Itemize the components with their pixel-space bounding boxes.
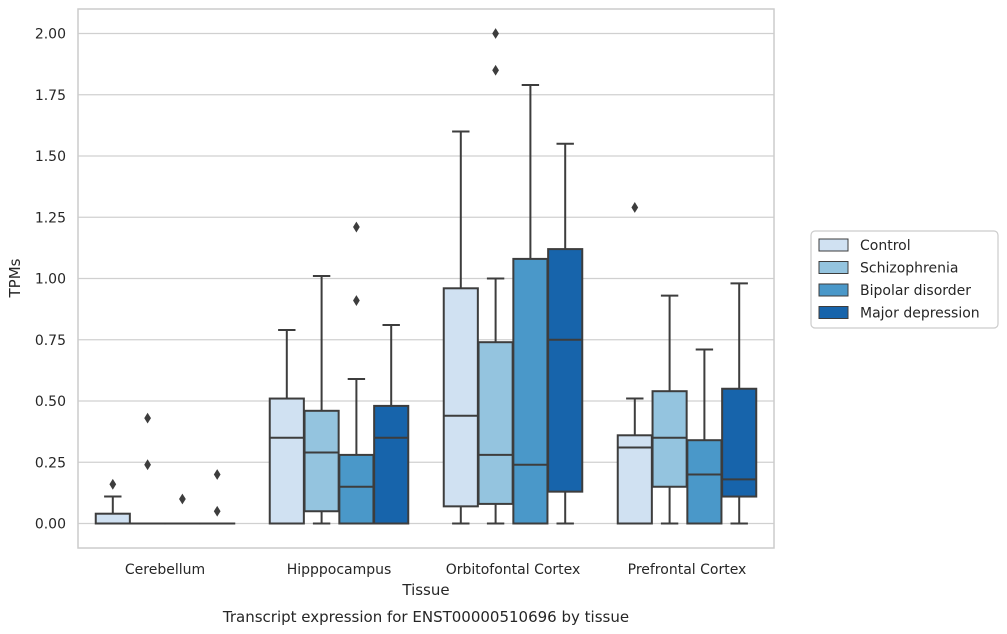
legend-label: Control: [860, 238, 911, 254]
outlier-point: [353, 295, 360, 306]
y-tick-label: 1.75: [35, 88, 66, 104]
box-major-depression: [547, 142, 584, 525]
y-tick-label: 2.00: [35, 27, 66, 43]
y-axis-label: TPMs: [6, 258, 24, 298]
outlier-point: [144, 412, 151, 424]
legend-label: Major depression: [860, 306, 980, 322]
y-axis-ticks: 0.00 0.25 0.50 0.75 1.00 1.25 1.50 1.75 2.00: [35, 27, 66, 533]
y-tick-label: 0.75: [35, 333, 66, 349]
box-control: [442, 130, 479, 525]
box-rect: [373, 404, 410, 525]
box-major-depression: [373, 324, 410, 525]
box-major-depression: [721, 282, 758, 525]
x-tick-label: Orbitofontal Cortex: [446, 562, 581, 578]
chart-caption: Transcript expression for ENST0000051069…: [222, 608, 629, 626]
box-control: [94, 478, 131, 525]
box-rect: [547, 248, 584, 493]
x-axis-ticks: Cerebellum Hipppocampus Orbitofontal Corte…: [125, 562, 746, 578]
plot-marks: [94, 28, 758, 525]
box-rect: [477, 341, 514, 505]
box-rect: [686, 439, 723, 525]
legend-swatch: [818, 283, 849, 297]
x-tick-label: Hipppocampus: [287, 562, 392, 578]
outlier-point: [492, 64, 499, 76]
legend-label: Schizophrenia: [860, 261, 958, 277]
box-bipolar-disorder: [512, 83, 549, 525]
legend-frame: [810, 230, 999, 329]
legend-label: Bipolar disorder: [860, 283, 971, 299]
box-rect: [94, 512, 131, 525]
outlier-point: [631, 202, 639, 213]
box-rect: [651, 390, 688, 488]
y-tick-label: 0.25: [35, 455, 66, 471]
legend-swatch: [818, 238, 849, 252]
box-bipolar-disorder: [686, 348, 723, 525]
box-rect: [442, 287, 479, 508]
outlier-point: [179, 493, 186, 505]
box-rect: [338, 453, 375, 525]
box-rect: [512, 257, 549, 525]
box-schizophrenia: [651, 294, 688, 525]
box-schizophrenia: [129, 412, 166, 525]
outlier-point: [213, 505, 221, 517]
legend: Control Schizophrenia Bipolar disorder Majo…: [810, 230, 999, 329]
legend-swatch: [818, 261, 849, 274]
y-tick-label: 1.25: [35, 210, 66, 226]
box-rect: [303, 409, 340, 513]
box-bipolar-disorder: [338, 221, 375, 525]
legend-swatch: [818, 306, 849, 319]
plot-area-frame: [77, 8, 775, 549]
x-tick-label: Cerebellum: [125, 562, 205, 578]
box-rect: [268, 397, 305, 525]
box-control: [268, 328, 305, 525]
outlier-point: [109, 478, 117, 490]
box-bipolar-disorder: [164, 493, 201, 525]
outlier-point: [492, 28, 499, 39]
box-schizophrenia: [477, 28, 514, 525]
x-tick-label: Prefrontal Cortex: [628, 562, 747, 578]
box-rect: [616, 434, 653, 525]
y-tick-label: 1.50: [35, 149, 66, 165]
gridlines: [78, 32, 774, 525]
box-major-depression: [199, 469, 236, 525]
outlier-point: [213, 469, 221, 480]
y-tick-label: 0.00: [35, 517, 66, 533]
x-axis-label: Tissue: [401, 581, 449, 599]
outlier-point: [144, 459, 151, 471]
box-control: [616, 202, 653, 525]
y-tick-label: 1.00: [35, 272, 66, 288]
box-schizophrenia: [303, 275, 340, 525]
y-tick-label: 0.50: [35, 394, 66, 410]
outlier-point: [353, 221, 360, 233]
